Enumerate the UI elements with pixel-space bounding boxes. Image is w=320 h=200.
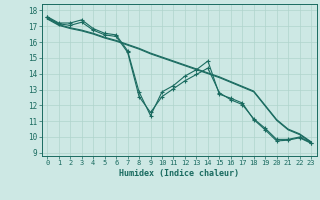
X-axis label: Humidex (Indice chaleur): Humidex (Indice chaleur): [119, 169, 239, 178]
